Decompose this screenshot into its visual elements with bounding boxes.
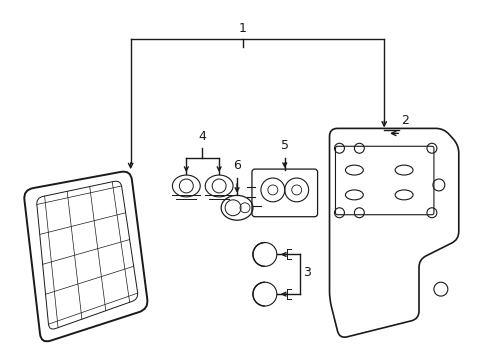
Text: 2: 2 <box>400 114 408 127</box>
Text: 1: 1 <box>239 22 246 35</box>
Text: 4: 4 <box>198 130 206 143</box>
Text: 3: 3 <box>302 266 310 279</box>
Text: 5: 5 <box>280 139 288 152</box>
Text: 6: 6 <box>233 159 241 172</box>
